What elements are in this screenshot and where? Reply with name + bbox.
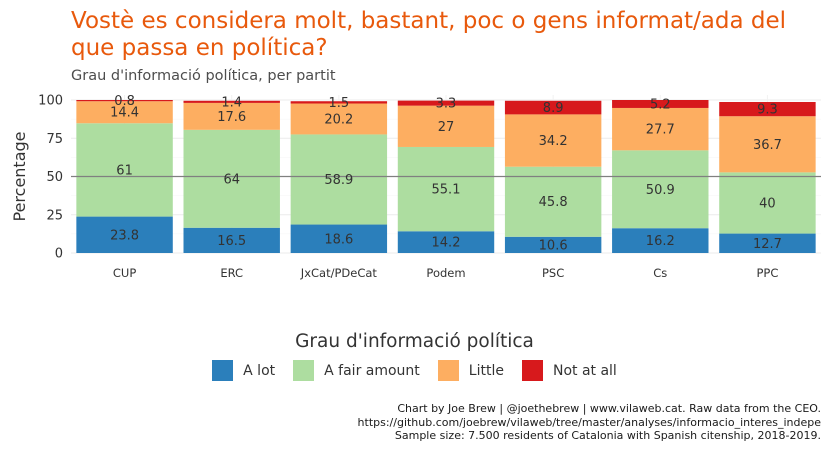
data-label: 12.7 [753,237,782,252]
data-label: 8.9 [543,101,564,116]
data-label: 45.8 [539,195,568,210]
x-tick-label: JxCat/PDeCat [300,266,378,280]
bar-segment [183,102,280,130]
bar-segment [719,101,816,117]
data-label: 58.9 [324,173,353,188]
bar-segment [612,228,709,253]
legend-label: A fair amount [324,362,420,379]
bar-segment [612,150,709,229]
bar-segment [504,100,602,115]
bar-segment [397,105,495,147]
bar-segment [76,123,173,217]
y-tick-label: 25 [46,208,63,223]
data-label: 17.6 [217,110,246,125]
legend-label: A lot [243,362,276,379]
y-tick-label: 100 [38,94,63,109]
data-label: 3.3 [436,97,457,112]
bar-segment [719,172,816,234]
data-label: 23.8 [110,228,139,243]
bar-segment [290,101,388,104]
bar-segment [397,146,495,232]
data-label: 55.1 [432,183,461,198]
bar-segment [290,134,388,225]
x-tick-label: Cs [653,266,667,280]
legend-label: Not at all [552,362,617,379]
legend-swatch [437,360,459,381]
bar-segment [290,224,388,253]
x-tick-label: ERC [220,266,243,280]
bar-segment [183,129,280,228]
data-label: 5.2 [650,97,671,112]
y-tick-label: 0 [55,247,63,262]
legend-item-little: Little [437,360,504,381]
data-label: 14.2 [432,236,461,251]
data-label: 50.9 [646,183,675,198]
bar-segment [76,216,173,253]
stacked-bar-chart: 23.8 61 14.40.8 16.5 64 17.61.4 18.6 58.9 20.21.… [10,94,821,280]
caption: Chart by Joe Brew | @joethebrew | www.vi… [358,402,821,443]
caption-line: https://github.com/joebrew/vilaweb/tree/… [357,415,821,429]
bar-segment [504,236,602,253]
y-tick-label: 75 [46,132,63,147]
x-tick-label: PSC [542,266,564,280]
data-label: 64 [223,172,240,187]
chart-title: Vostè es considera molt, bastant, poc o … [71,8,787,61]
legend-item-a-lot: A lot [212,360,275,381]
y-axis-label: Percentage [10,131,29,221]
data-label: 16.5 [217,234,246,249]
bar-segment [397,231,495,253]
caption-line: Chart by Joe Brew | @joethebrew | www.vi… [397,402,821,415]
y-tick-label: 50 [46,170,63,185]
x-tick-label: CUP [113,266,136,280]
data-label: 27 [438,120,455,135]
data-label: 34.2 [539,134,568,149]
bar-segment [76,100,173,102]
bar-segment [504,114,602,167]
data-label: 1.5 [329,96,350,111]
data-label: 18.6 [324,232,353,247]
data-label: 0.8 [114,94,135,109]
bar-segment [183,227,280,253]
legend-title: Grau d'informació política [295,331,534,352]
legend-swatch [212,360,234,381]
data-label: 1.4 [221,95,242,110]
data-label: 20.2 [324,112,353,127]
legend-item-not-at-all: Not at all [521,360,617,381]
data-label: 36.7 [753,138,782,153]
data-label: 27.7 [646,123,675,138]
bar-segment [719,116,816,173]
legend-label: Little [468,362,504,379]
bar-segment [612,107,709,151]
bar-segment [397,100,495,106]
chart-subtitle: Grau d'informació política, per partit [71,68,336,84]
legend: A lot A fair amount Little Not at all [0,360,829,381]
bar-segment [183,100,280,103]
data-label: 61 [116,163,133,178]
bar-segment [76,101,173,124]
data-label: 14.4 [110,106,139,121]
data-label: 9.3 [757,103,778,118]
legend-swatch [521,360,543,381]
bar-segment [504,166,602,237]
bar-segment [719,233,816,253]
x-tick-label: PPC [756,266,778,280]
bar-segment [290,103,388,135]
data-label: 16.2 [646,234,675,249]
bar-segment [612,100,709,108]
x-tick-label: Podem [426,266,465,280]
legend-swatch [293,360,315,381]
legend-item-a-fair-amount: A fair amount [293,360,420,381]
caption-line: Sample size: 7.500 residents of Cataloni… [394,429,821,442]
data-label: 10.6 [539,238,568,253]
data-label: 40 [759,196,776,211]
